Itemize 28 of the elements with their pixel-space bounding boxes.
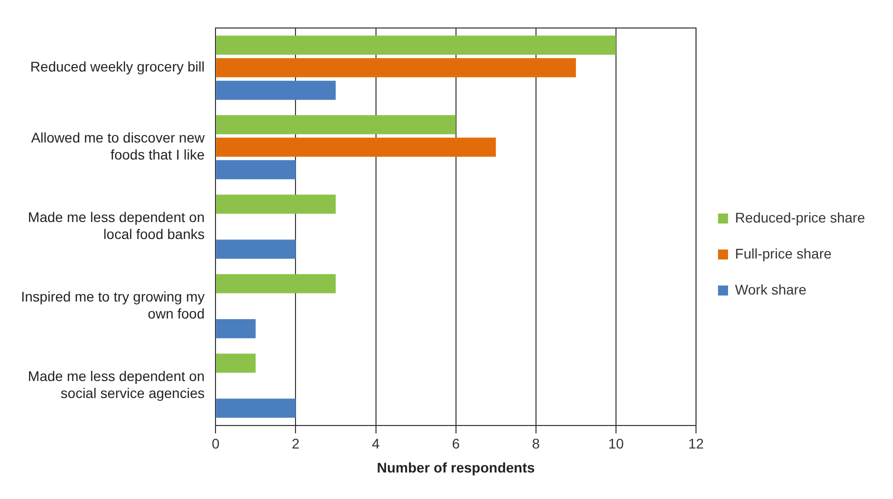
bar	[216, 160, 296, 180]
legend-label: Reduced-price share	[735, 209, 866, 226]
y-tick-label: Inspired me to try growing my own food	[20, 288, 205, 322]
bar	[216, 398, 296, 418]
bar	[216, 115, 456, 134]
bar	[216, 274, 336, 294]
x-tick-label: 6	[452, 436, 460, 452]
bar	[216, 58, 576, 78]
y-tick-label: Made me less dependent on local food banks	[28, 209, 205, 242]
x-tick-label: 4	[372, 436, 380, 452]
y-tick-label: Made me less dependent on social service agencies	[28, 368, 205, 401]
bar	[216, 36, 616, 55]
bar	[216, 240, 296, 259]
y-tick-label: Reduced weekly grocery bill	[30, 58, 205, 75]
x-tick-label: 2	[292, 436, 300, 452]
x-axis-title: Number of respondents	[376, 459, 535, 476]
x-tick-label: 8	[532, 436, 540, 452]
y-tick-label: Allowed me to discover new foods that I like	[31, 130, 206, 162]
bar	[216, 194, 336, 214]
bar	[216, 138, 496, 157]
bar	[216, 80, 336, 100]
x-tick-label: 0	[212, 436, 220, 452]
legend-label: Full-price share	[735, 245, 832, 262]
x-tick-label: 12	[688, 436, 704, 452]
legend-label: Work share	[735, 281, 807, 298]
x-tick-label: 10	[608, 436, 624, 452]
bar	[216, 354, 256, 373]
bar	[216, 319, 256, 338]
